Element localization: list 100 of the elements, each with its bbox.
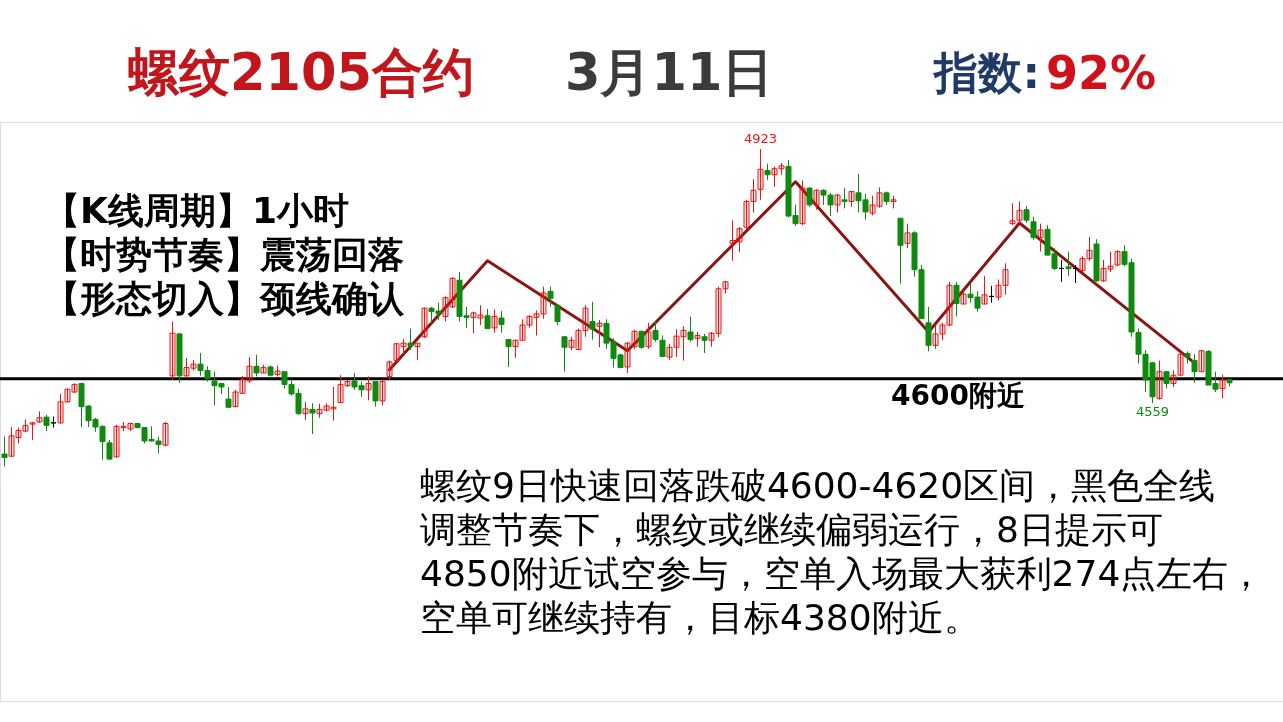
- candlestick: [673, 328, 680, 358]
- candlestick: [582, 304, 589, 338]
- candlestick: [533, 309, 540, 336]
- text: 92%: [1046, 46, 1157, 100]
- candlestick: [8, 426, 15, 458]
- candlestick: [526, 314, 533, 329]
- candlestick: [1191, 353, 1198, 384]
- candlestick: [890, 195, 897, 209]
- candlestick: [1065, 251, 1072, 277]
- candlestick: [372, 381, 379, 408]
- candlestick: [449, 276, 456, 309]
- candlestick: [708, 331, 715, 348]
- candlestick: [981, 275, 988, 305]
- candlestick: [561, 335, 568, 373]
- candlestick: [932, 324, 939, 350]
- candlestick: [568, 336, 575, 351]
- candlestick: [22, 418, 29, 433]
- candlestick: [729, 219, 736, 262]
- candlestick: [414, 342, 421, 361]
- candlestick: [834, 193, 841, 214]
- candlestick: [1079, 255, 1086, 273]
- candlestick: [722, 280, 729, 295]
- candlestick: [127, 422, 134, 432]
- candlestick: [939, 322, 946, 341]
- candlestick: [113, 424, 120, 458]
- candlestick: [1016, 200, 1023, 225]
- candlestick: [120, 421, 127, 432]
- candlestick: [995, 279, 1002, 302]
- candlestick: [1219, 374, 1226, 399]
- candlestick: [743, 199, 750, 230]
- candlestick: [1, 436, 8, 468]
- candlestick: [421, 307, 428, 339]
- candlestick: [1107, 251, 1114, 273]
- candlestick: [638, 329, 645, 350]
- candlestick: [925, 306, 932, 352]
- candlestick: [393, 342, 400, 363]
- candlestick: [365, 375, 372, 401]
- candlestick: [876, 186, 883, 209]
- annotation: 4559: [1135, 404, 1170, 420]
- annotation: 4923: [743, 131, 778, 146]
- candlestick: [547, 286, 554, 308]
- candlestick: [771, 165, 778, 188]
- candlestick: [470, 311, 477, 334]
- candlestick: [960, 289, 967, 305]
- candlestick: [1156, 360, 1163, 401]
- candlestick: [512, 339, 519, 359]
- candlestick: [309, 402, 316, 435]
- candlestick: [15, 427, 22, 445]
- candlestick: [694, 331, 701, 348]
- candlestick: [799, 179, 806, 226]
- annotation: 【形态切入】颈线确认: [44, 278, 405, 319]
- candlestick: [274, 364, 281, 377]
- candlestick: [652, 320, 659, 343]
- candlestick: [715, 286, 722, 338]
- candlestick: [645, 322, 652, 350]
- candlestick: [386, 360, 393, 381]
- candlestick: [596, 319, 603, 348]
- candlestick: [1009, 202, 1016, 226]
- candlestick: [316, 403, 323, 419]
- candlestick: [498, 310, 505, 334]
- candlestick: [519, 318, 526, 341]
- candlestick: [330, 386, 337, 422]
- candlestick: [848, 190, 855, 208]
- candlestick: [337, 374, 344, 404]
- candlestick: [1086, 236, 1093, 262]
- candlestick: [687, 315, 694, 343]
- candlestick: [624, 341, 631, 374]
- candlestick: [869, 195, 876, 216]
- candlestick: [407, 328, 414, 351]
- annotation: 螺纹9日快速回落跌破4600-4620区间，黑色全线调整节奏下，螺纹或继续偏弱运行，8日提示可4850附近试空参与，空单入场最大获利274点左右，空单可继续持有，目标4380附近。: [420, 465, 1265, 638]
- candlestick: [1170, 369, 1177, 388]
- candlestick: [1177, 353, 1184, 376]
- candlestick: [57, 393, 64, 424]
- candlestick: [169, 321, 176, 381]
- candlestick: [554, 303, 561, 326]
- candlestick: [260, 364, 267, 374]
- candlestick: [631, 329, 638, 350]
- candlestick: [36, 410, 43, 424]
- text: 指数:: [932, 47, 1040, 98]
- candlestick: [575, 328, 582, 351]
- candlestick: [1002, 262, 1009, 296]
- candlestick: [904, 223, 911, 249]
- candlestick: [953, 281, 960, 317]
- candlestick: [442, 295, 449, 323]
- candlestick: [750, 178, 757, 214]
- candlestick: [806, 186, 813, 208]
- candlestick: [246, 356, 253, 384]
- candlestick: [1037, 223, 1044, 253]
- candlestick: [1114, 249, 1121, 267]
- candlestick: [778, 162, 785, 176]
- candlestick: [302, 401, 309, 421]
- candlestick: [813, 188, 820, 211]
- candlestick: [505, 339, 512, 368]
- candlestick: [701, 333, 708, 354]
- candlestick: [323, 402, 330, 412]
- candlestick: [379, 379, 386, 406]
- candlestick: [1198, 349, 1205, 373]
- candlestick: [841, 187, 848, 209]
- candlestick: [589, 301, 596, 341]
- candlestick: [64, 388, 71, 404]
